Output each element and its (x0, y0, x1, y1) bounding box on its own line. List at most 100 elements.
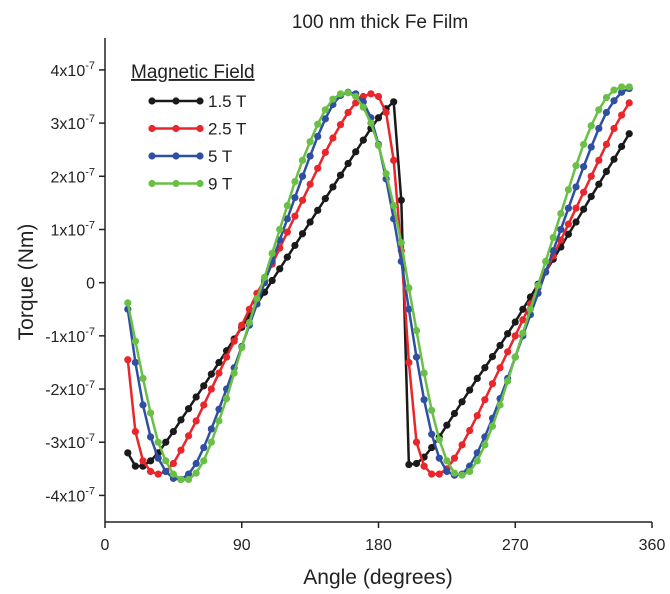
chart-title: 100 nm thick Fe Film (292, 12, 468, 33)
data-point (146, 409, 155, 417)
data-point (580, 163, 588, 171)
data-point (412, 438, 421, 446)
data-point (428, 443, 436, 452)
data-point (276, 265, 284, 273)
data-point (458, 398, 466, 406)
data-point (488, 422, 497, 430)
data-point (473, 374, 481, 382)
series-line (126, 92, 631, 476)
data-point (230, 369, 238, 377)
data-point (359, 103, 367, 111)
data-point (405, 305, 413, 313)
data-point (291, 178, 299, 186)
data-point (511, 318, 519, 326)
data-point (298, 196, 307, 204)
data-point (222, 353, 231, 361)
data-point (124, 299, 132, 307)
data-point (184, 475, 193, 484)
data-point (390, 201, 398, 210)
data-point (435, 470, 443, 478)
data-point (572, 204, 580, 212)
data-point (610, 124, 618, 133)
data-point (390, 156, 398, 164)
data-point (587, 122, 595, 130)
data-point (625, 130, 633, 138)
data-point (200, 443, 208, 452)
x-tick-label: 180 (365, 537, 392, 554)
data-point (139, 457, 147, 465)
data-point (184, 470, 193, 478)
data-point (496, 341, 504, 350)
data-point (374, 92, 383, 101)
y-tick-label: -3x10-7 (45, 432, 95, 452)
data-point (215, 417, 223, 425)
data-point (382, 108, 390, 117)
data-point (412, 353, 421, 361)
data-point (291, 241, 299, 250)
data-point (587, 172, 595, 180)
data-point (321, 148, 329, 156)
data-point (283, 215, 291, 223)
data-point (336, 121, 345, 129)
data-point (519, 305, 527, 313)
data-point (260, 273, 269, 281)
y-tick-label-base: -3x10 (45, 435, 85, 452)
legend-marker (148, 179, 156, 188)
data-point (207, 438, 215, 446)
x-tick-label: 0 (101, 537, 110, 554)
y-tick-label-base: 1x10 (51, 222, 86, 239)
data-point (496, 364, 504, 372)
data-point (215, 358, 223, 367)
data-point (595, 180, 603, 188)
data-point (367, 119, 375, 127)
data-point (481, 441, 489, 449)
data-point (207, 425, 215, 433)
data-point (192, 469, 200, 477)
y-tick-label: 1x10-7 (51, 219, 95, 239)
data-point (321, 195, 329, 203)
data-point (352, 148, 360, 156)
data-point (420, 462, 428, 470)
x-tick-label: 360 (639, 537, 666, 554)
data-point (390, 98, 398, 106)
y-tick-label-base: -4x10 (45, 488, 85, 505)
y-tick-label-exponent: -7 (85, 326, 95, 338)
data-point (344, 108, 352, 117)
data-point (428, 430, 436, 438)
legend-label: 5 T (208, 147, 232, 166)
data-point (192, 417, 200, 425)
data-point (618, 111, 626, 119)
data-point (291, 212, 299, 220)
data-point (511, 332, 519, 340)
data-point (428, 406, 436, 414)
data-point (146, 467, 155, 476)
data-point (420, 369, 428, 377)
data-point (146, 433, 155, 441)
data-point (245, 318, 253, 327)
data-point (542, 257, 550, 265)
data-point (253, 295, 261, 303)
data-point (504, 348, 512, 356)
y-tick-label-exponent: -7 (85, 113, 95, 125)
data-point (200, 401, 208, 409)
data-point (184, 405, 193, 413)
data-point (131, 462, 139, 470)
y-tick-label-base: -2x10 (45, 382, 85, 399)
data-point (306, 138, 314, 146)
data-point (124, 449, 132, 457)
y-tick-label-exponent: -7 (85, 485, 95, 497)
data-point (625, 99, 633, 107)
data-point (139, 374, 147, 382)
data-point (336, 171, 345, 179)
data-point (481, 396, 489, 404)
data-point (162, 457, 170, 465)
data-point (215, 405, 223, 413)
data-point (131, 427, 139, 436)
data-point (458, 441, 466, 449)
data-point (124, 356, 132, 364)
legend-marker (172, 97, 180, 105)
y-tick-label: -1x10-7 (45, 326, 95, 346)
data-point (162, 438, 170, 446)
data-point (602, 167, 611, 176)
data-point (306, 152, 314, 160)
